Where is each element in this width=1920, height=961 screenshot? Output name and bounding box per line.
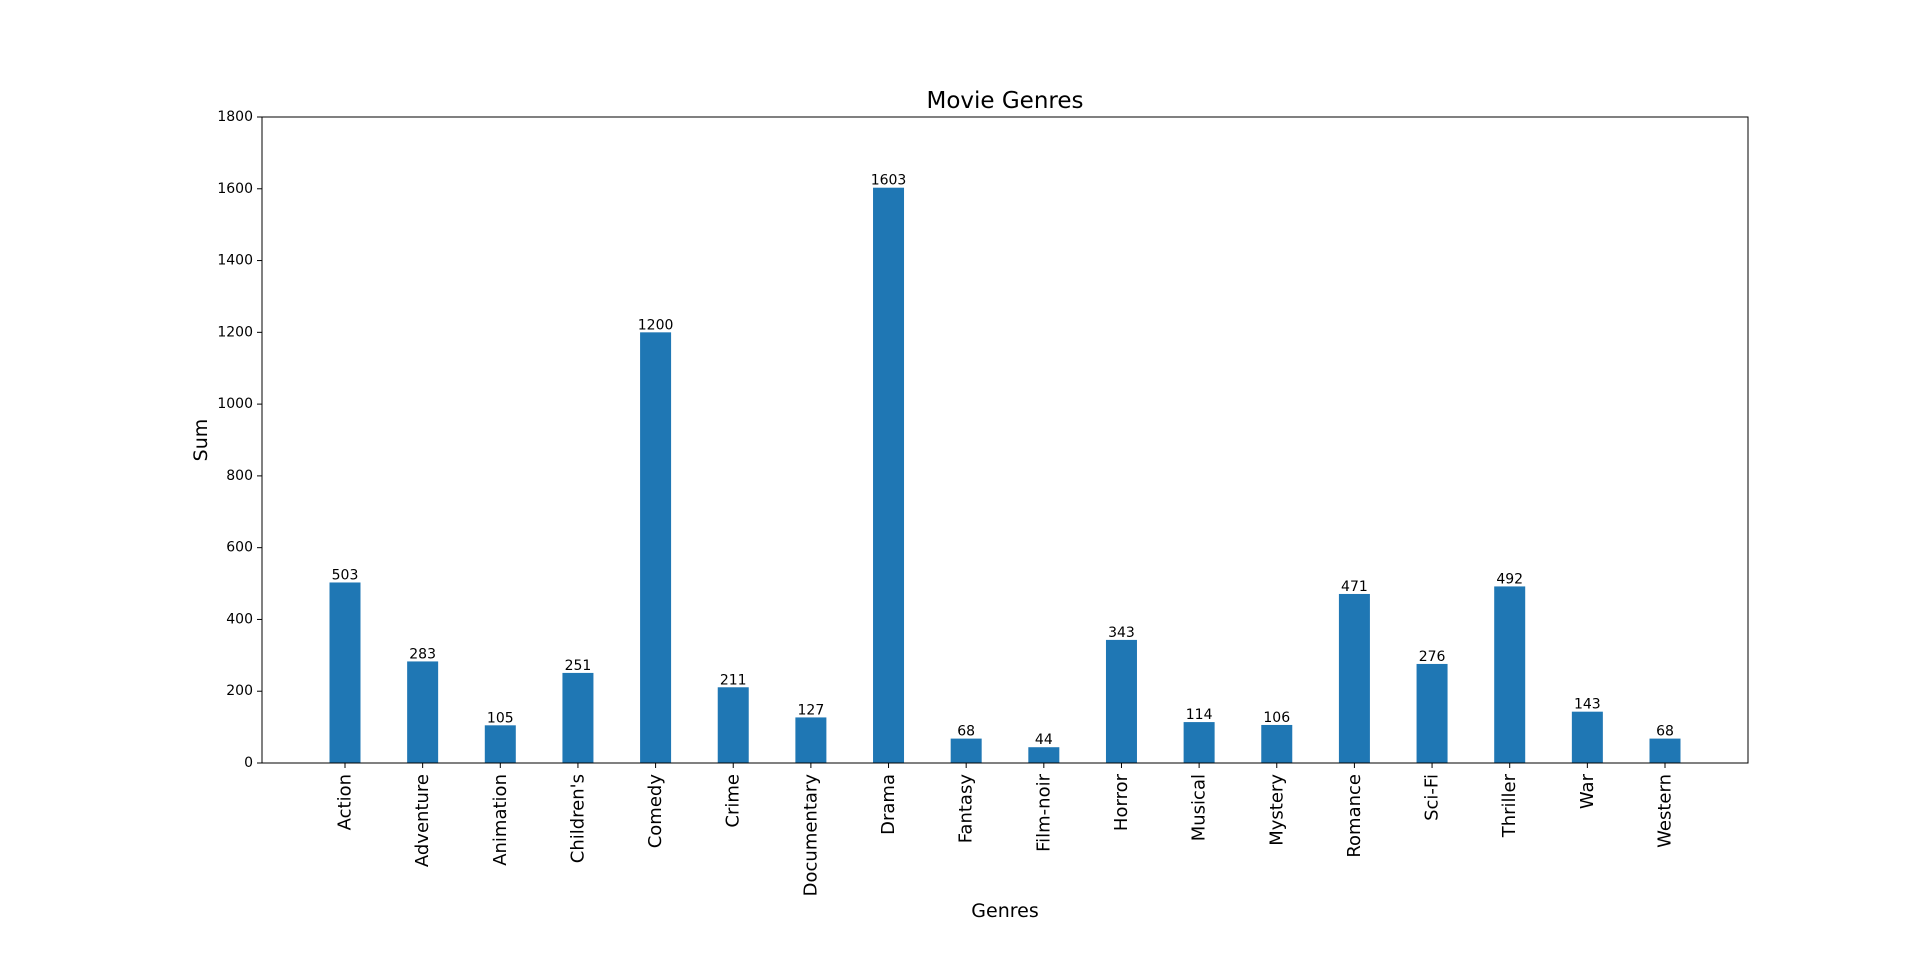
bar-children-s — [562, 672, 594, 763]
y-tick-label: 1400 — [217, 253, 253, 269]
y-tick-label: 1200 — [217, 324, 253, 340]
x-tick-label: Action — [335, 774, 356, 830]
x-tick-label: Romance — [1344, 774, 1365, 858]
bar-war — [1571, 711, 1603, 763]
data-label: 68 — [957, 724, 975, 740]
data-label: 251 — [565, 658, 592, 674]
bar-documentary — [795, 717, 827, 763]
bar-romance — [1338, 593, 1370, 763]
x-tick-label: Children's — [567, 774, 588, 863]
bar-thriller — [1494, 586, 1526, 763]
x-tick-label: War — [1577, 773, 1598, 809]
y-axis: 0 200 400 600 800 1000 1200 1400 1600 1800 — [217, 109, 262, 771]
bar-sci-fi — [1416, 663, 1448, 763]
bar-film-noir — [1028, 747, 1060, 763]
y-tick-label: 1600 — [217, 181, 253, 197]
data-label: 283 — [409, 646, 436, 662]
x-axis: Action Adventure Animation Children's Comedy… — [335, 763, 1676, 896]
bar-crime — [717, 687, 749, 763]
x-tick-label: Sci-Fi — [1422, 774, 1443, 821]
data-label: 471 — [1341, 579, 1368, 595]
x-tick-label: Drama — [878, 774, 899, 835]
bars-group — [329, 187, 1681, 763]
x-tick-label: Mystery — [1266, 774, 1287, 846]
x-tick-label: Animation — [490, 774, 511, 866]
x-tick-label: Film-noir — [1033, 773, 1054, 851]
bar-comedy — [640, 332, 672, 763]
x-tick-label: Thriller — [1499, 773, 1520, 838]
x-tick-label: Crime — [723, 774, 744, 828]
bar-adventure — [407, 661, 439, 763]
x-tick-label: Western — [1655, 774, 1676, 848]
data-label: 68 — [1656, 724, 1674, 740]
plot-frame — [261, 116, 1749, 764]
bar-horror — [1105, 639, 1137, 763]
data-label: 105 — [487, 710, 514, 726]
y-tick-label: 600 — [226, 540, 253, 556]
data-label: 143 — [1574, 697, 1601, 713]
x-tick-label: Documentary — [800, 774, 821, 897]
y-tick-label: 1800 — [217, 109, 253, 125]
data-label: 276 — [1419, 649, 1446, 665]
data-label: 44 — [1035, 732, 1053, 748]
data-label: 106 — [1263, 710, 1290, 726]
data-label: 503 — [332, 567, 359, 583]
bar-western — [1649, 738, 1681, 763]
bar-mystery — [1261, 724, 1293, 763]
y-tick-label: 200 — [226, 683, 253, 699]
data-label: 211 — [720, 672, 747, 688]
x-axis-title: Genres — [971, 900, 1038, 922]
y-tick-label: 0 — [244, 755, 253, 771]
data-label: 1603 — [871, 173, 907, 189]
bar-animation — [484, 725, 516, 763]
data-label: 114 — [1186, 707, 1213, 723]
x-tick-label: Adventure — [412, 774, 433, 867]
x-tick-label: Horror — [1111, 773, 1132, 831]
y-tick-label: 1000 — [217, 396, 253, 412]
bar-musical — [1183, 722, 1215, 763]
bar-fantasy — [950, 738, 982, 763]
y-axis-title: Sum — [190, 419, 212, 462]
data-label: 1200 — [638, 317, 674, 333]
data-labels-group: 503 283 105 251 1200 211 127 1603 68 44 343 114 106 4… — [332, 173, 1674, 749]
bar-action — [329, 582, 361, 763]
chart-title: Movie Genres — [926, 88, 1083, 114]
data-label: 492 — [1496, 571, 1523, 587]
data-label: 343 — [1108, 625, 1135, 641]
y-tick-label: 400 — [226, 611, 253, 627]
data-label: 127 — [798, 702, 825, 718]
y-tick-label: 800 — [226, 468, 253, 484]
x-tick-label: Comedy — [645, 774, 666, 849]
x-tick-label: Musical — [1189, 774, 1210, 841]
x-tick-label: Fantasy — [956, 774, 977, 844]
bar-drama — [873, 187, 905, 763]
